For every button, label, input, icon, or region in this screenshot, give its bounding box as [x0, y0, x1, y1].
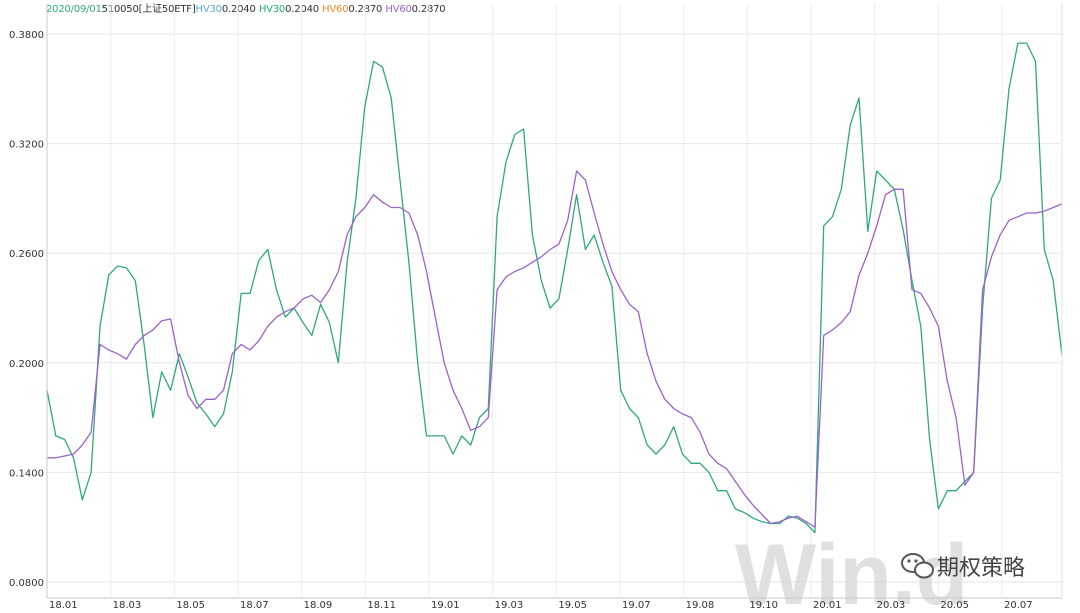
- series-line-hv30: [46, 42, 1063, 534]
- chart-grid: [46, 4, 1062, 596]
- x-tick-label: 19.08: [686, 600, 715, 611]
- x-tick-label: 19.03: [495, 600, 524, 611]
- y-tick-label: 0.1400: [9, 468, 44, 479]
- x-tick-label: 20.07: [1004, 600, 1033, 611]
- y-tick-label: 0.3200: [9, 140, 44, 151]
- x-tick-label: 20.01: [813, 600, 842, 611]
- x-tick-label: 18.07: [240, 600, 269, 611]
- legend-code: 510050: [101, 4, 139, 15]
- x-tick-label: 18.01: [49, 600, 78, 611]
- legend-item-label: HV30: [258, 4, 286, 15]
- legend-item-label: HV60: [322, 4, 349, 15]
- x-tick-label: 18.09: [304, 600, 333, 611]
- legend-name: [上证50ETF]: [138, 4, 196, 15]
- x-tick-label: 19.01: [431, 600, 460, 611]
- x-tick-label: 18.03: [113, 600, 142, 611]
- legend-item-label: HV30: [195, 4, 222, 15]
- series-line-hv60: [47, 170, 1063, 528]
- y-tick-label: 0.2000: [9, 359, 44, 370]
- watermark-account-text: 期权策略: [937, 556, 1025, 581]
- x-tick-label: 18.05: [176, 600, 205, 611]
- chart-axes: 0.3800 0.3200 0.2600 0.2000 0.1400 0.0800 18.0…: [9, 4, 1063, 611]
- y-tick-label: 0.3800: [9, 30, 44, 41]
- x-tick-label: 19.05: [558, 600, 587, 611]
- x-tick-label: 20.05: [940, 600, 969, 611]
- x-tick-label: 19.07: [622, 600, 651, 611]
- legend-item-value: 0.2040: [221, 4, 256, 15]
- x-tick-label: 18.11: [367, 600, 396, 611]
- watermark-account: 期权策略: [901, 553, 1025, 581]
- x-tick-label: 19.10: [749, 600, 778, 611]
- legend-date: 2020/09/01: [46, 4, 102, 15]
- wechat-icon: [901, 553, 934, 579]
- chart-series: [46, 42, 1063, 534]
- x-tick-label: 20.03: [877, 600, 906, 611]
- y-tick-label: 0.2600: [9, 249, 44, 260]
- legend-item-label: HV60: [385, 4, 412, 15]
- y-tick-label: 0.0800: [9, 578, 44, 589]
